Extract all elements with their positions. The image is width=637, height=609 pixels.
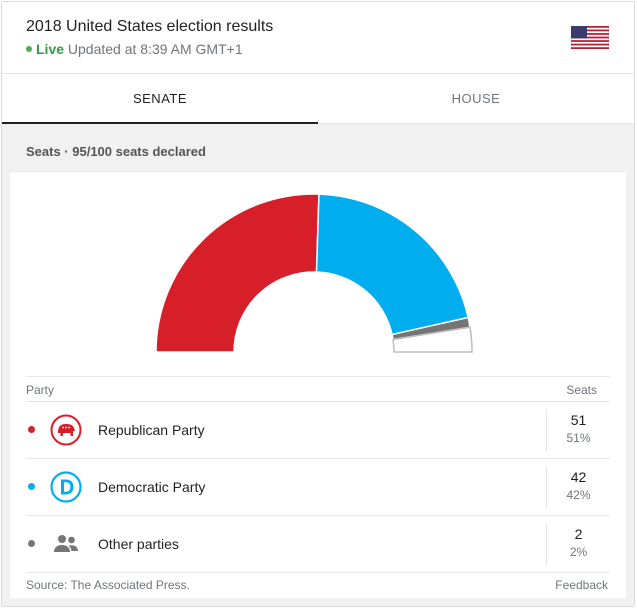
seat-count: 42 (570, 469, 587, 485)
seat-percent: 2% (569, 545, 588, 559)
people-icon (54, 535, 78, 552)
results-panel: Seats · 95/100 seats declared Party Seat… (2, 124, 634, 606)
tab-house[interactable]: HOUSE (451, 91, 501, 106)
party-row-other: Other parties 2 2% (26, 516, 610, 573)
table-header: Party Seats (26, 376, 610, 402)
card-header: 2018 United States election results Live… (2, 2, 634, 74)
party-row-republican: Republican Party 51 51% (26, 402, 610, 459)
card-footer: Source: The Associated Press. Feedback (26, 570, 610, 598)
republican-seats-arc (155, 194, 320, 353)
updated-time: Updated at 8:39 AM GMT+1 (67, 41, 243, 57)
seat-count-box: 2 2% (546, 524, 610, 565)
seat-count-box: 42 42% (546, 467, 610, 508)
seat-percent: 51% (566, 431, 591, 445)
tab-senate[interactable]: SENATE (2, 74, 318, 124)
party-name: Republican Party (98, 422, 205, 438)
seats-column-header: Seats (566, 383, 597, 397)
party-name: Other parties (98, 536, 179, 552)
results-body: Party Seats Republican Party 51 (10, 172, 626, 598)
party-color-dot (28, 426, 35, 433)
us-flag-icon (571, 26, 609, 49)
chamber-tabs: SENATE HOUSE (2, 74, 634, 124)
party-color-dot (28, 483, 35, 490)
party-row-democratic: Democratic Party 42 42% (26, 459, 610, 516)
page-title: 2018 United States election results (26, 18, 274, 35)
live-indicator-dot (26, 46, 32, 53)
republican-elephant-icon (50, 414, 82, 446)
democratic-d-icon (50, 471, 82, 503)
seats-heading: Seats · 95/100 seats declared (10, 124, 626, 172)
live-label: Live (36, 41, 65, 57)
party-name: Democratic Party (98, 479, 206, 495)
seat-semicircle-chart (155, 194, 473, 353)
results-panel-inner: Seats · 95/100 seats declared Party Seat… (10, 124, 626, 598)
feedback-link[interactable]: Feedback (555, 578, 608, 592)
update-status: Live Updated at 8:39 AM GMT+1 (26, 41, 243, 57)
seat-percent: 42% (566, 488, 591, 502)
source-attribution: Source: The Associated Press. (26, 578, 190, 592)
party-column-header: Party (26, 383, 55, 397)
seat-count: 2 (574, 526, 583, 542)
seats-declared-label: Seats · 95/100 seats declared (26, 144, 206, 159)
seat-count: 51 (570, 412, 587, 428)
party-color-dot (28, 540, 35, 547)
undeclared-seats-arc (392, 326, 473, 353)
democratic-seats-arc (315, 194, 470, 336)
seat-count-box: 51 51% (546, 410, 610, 451)
